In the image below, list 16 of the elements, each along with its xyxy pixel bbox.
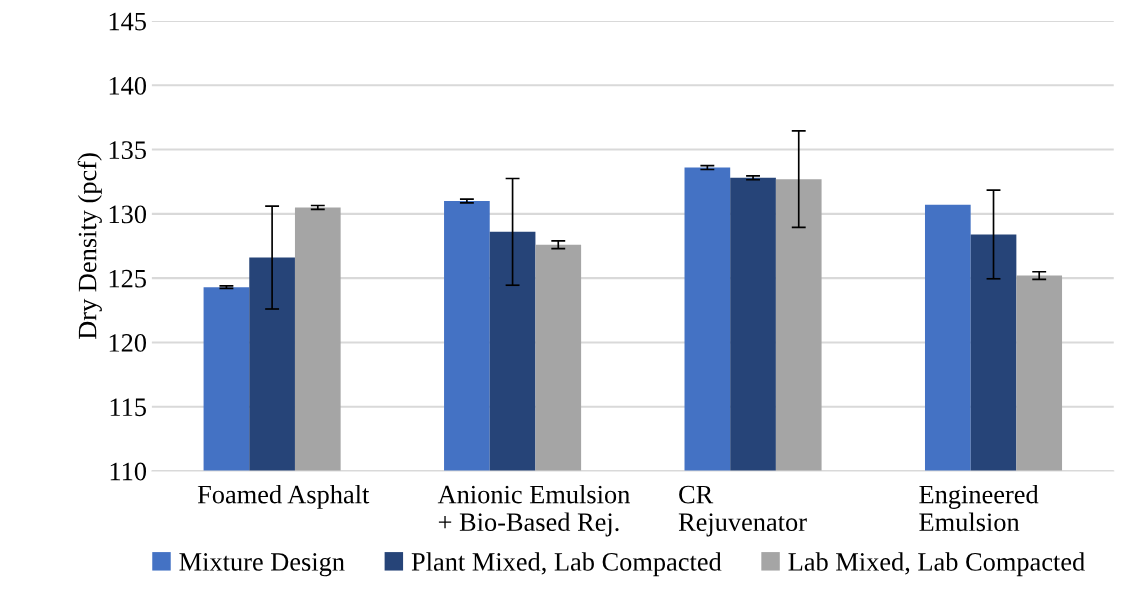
- y-tick-label: 130: [109, 205, 147, 224]
- y-axis-title: Dry Density (pcf): [77, 153, 102, 340]
- x-tick-label: Anionic Emulsion + Bio-Based Rej.: [437, 484, 630, 537]
- legend-label: Plant Mixed, Lab Compacted: [411, 552, 722, 577]
- y-tick-label: 145: [109, 12, 146, 31]
- y-tick-label: 110: [110, 462, 147, 481]
- x-tick-label: CR Rejuvenator: [678, 485, 807, 537]
- y-tick-label: 135: [109, 141, 146, 159]
- x-tick-label: Engineered Emulsion: [919, 484, 1039, 532]
- x-tick-label: Foamed Asphalt: [197, 484, 370, 509]
- y-tick-label: 140: [109, 76, 147, 95]
- y-tick-label: 115: [110, 398, 146, 417]
- legend-label: Lab Mixed, Lab Compacted: [788, 552, 1085, 577]
- y-tick-label: 125: [109, 269, 146, 288]
- legend-label: Mixture Design: [179, 553, 345, 577]
- y-tick-label: 120: [109, 334, 147, 352]
